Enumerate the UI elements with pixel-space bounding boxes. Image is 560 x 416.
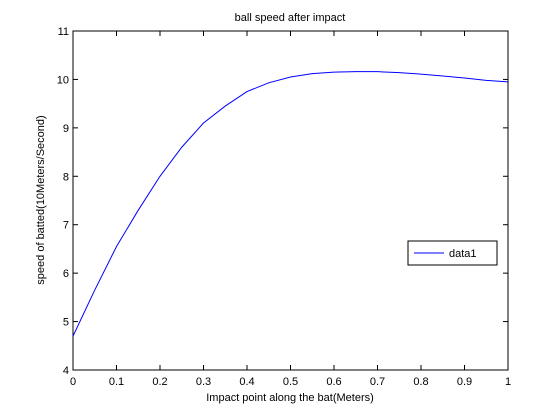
x-tick-label: 0.2 bbox=[152, 376, 167, 388]
y-tick-label: 9 bbox=[63, 123, 69, 135]
chart-title: ball speed after impact bbox=[235, 12, 346, 24]
y-tick-label: 6 bbox=[63, 268, 69, 280]
y-tick-label: 10 bbox=[57, 74, 69, 86]
y-tick-label: 7 bbox=[63, 220, 69, 232]
x-tick-label: 0.7 bbox=[370, 376, 385, 388]
legend: data1 bbox=[407, 240, 498, 266]
x-tick-label: 0.3 bbox=[196, 376, 211, 388]
y-tick-label: 5 bbox=[63, 317, 69, 329]
x-tick-label: 0.9 bbox=[457, 376, 472, 388]
y-tick-label: 4 bbox=[63, 365, 69, 377]
x-tick-label: 0.1 bbox=[109, 376, 124, 388]
series-line-data1 bbox=[72, 71, 509, 337]
plot-area bbox=[72, 30, 509, 371]
x-tick-label: 0 bbox=[70, 376, 76, 388]
y-axis-label: speed of batted(10Meters/Second) bbox=[35, 115, 47, 284]
x-tick-label: 0.8 bbox=[413, 376, 428, 388]
axis-ticks bbox=[72, 30, 509, 371]
x-tick-label: 0.5 bbox=[283, 376, 298, 388]
legend-box bbox=[407, 240, 498, 266]
x-tick-label: 0.4 bbox=[239, 376, 254, 388]
x-tick-label: 1 bbox=[505, 376, 511, 388]
x-tick-label: 0.6 bbox=[326, 376, 341, 388]
y-tick-label: 8 bbox=[63, 171, 69, 183]
tick-labels: 0 0.1 0.2 0.3 0.4 0.5 0.6 0.7 0.8 0.9 1 4 5 6 7 8 9 10 11 bbox=[57, 26, 511, 388]
series-group bbox=[72, 71, 509, 337]
y-tick-label: 11 bbox=[58, 26, 69, 38]
x-axis-label: Impact point along the bat(Meters) bbox=[206, 392, 374, 404]
legend-label: data1 bbox=[449, 248, 477, 260]
